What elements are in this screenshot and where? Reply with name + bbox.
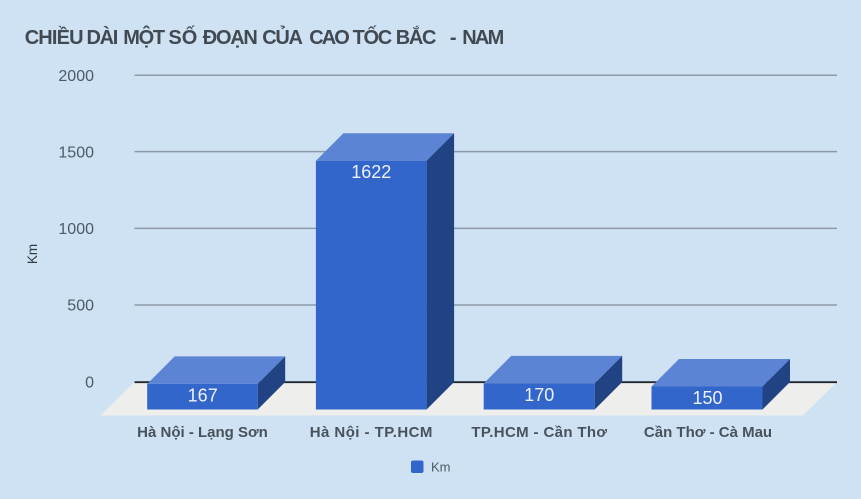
svg-text:1500: 1500: [58, 145, 94, 162]
svg-text:TP.HCM - Cần Thơ: TP.HCM - Cần Thơ: [471, 424, 607, 441]
svg-text:Cần Thơ - Cà Mau: Cần Thơ - Cà Mau: [644, 424, 772, 441]
svg-text:150: 150: [692, 388, 722, 408]
svg-text:500: 500: [67, 298, 94, 315]
svg-text:0: 0: [85, 374, 94, 391]
svg-text:170: 170: [524, 385, 554, 405]
svg-text:1622: 1622: [351, 162, 391, 182]
svg-text:Km: Km: [431, 459, 451, 474]
svg-text:Hà Nội - TP.HCM: Hà Nội - TP.HCM: [310, 424, 433, 441]
svg-text:Hà Nội - Lạng Sơn: Hà Nội - Lạng Sơn: [137, 424, 268, 441]
svg-text:167: 167: [188, 385, 218, 405]
svg-text:Km: Km: [25, 244, 40, 264]
svg-text:2000: 2000: [58, 68, 94, 85]
svg-text:1000: 1000: [58, 221, 94, 238]
